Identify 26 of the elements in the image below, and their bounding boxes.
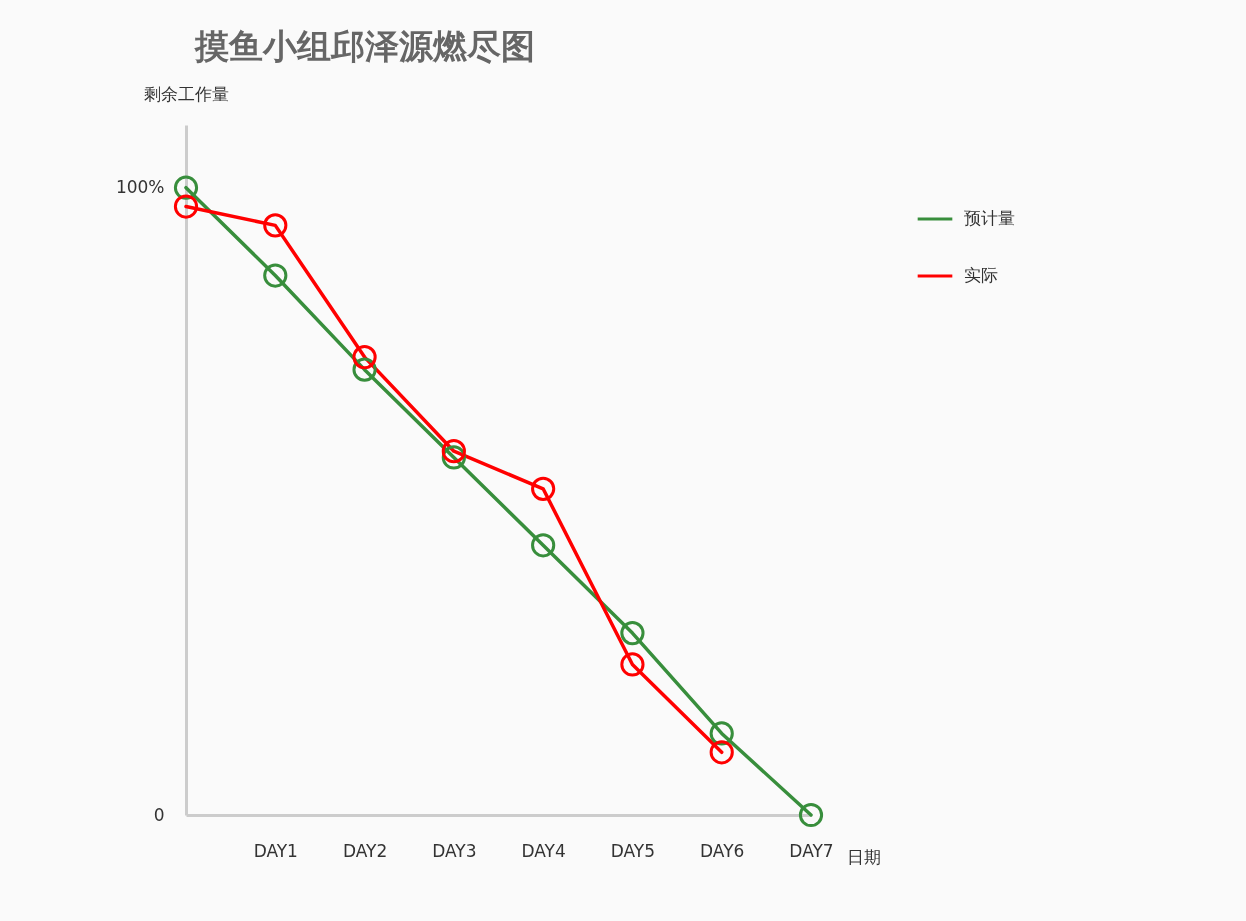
chart-title: 摸鱼小组邱泽源燃尽图 [194, 26, 536, 66]
x-axis-title: 日期 [846, 846, 881, 867]
x-tick-label: DAY4 [521, 840, 566, 861]
legend-label: 预计量 [964, 208, 1015, 228]
x-tick-label: DAY7 [789, 840, 834, 861]
x-tick-label: DAY3 [432, 840, 477, 861]
point [620, 621, 645, 646]
point [352, 357, 377, 382]
point [709, 740, 734, 765]
point [531, 476, 556, 501]
point [263, 263, 288, 288]
legend-label: 实际 [964, 265, 998, 285]
point [798, 802, 824, 828]
point [173, 194, 199, 219]
y-tick-label: 0 [153, 804, 165, 825]
y-tick-label: 100% [115, 177, 165, 198]
x-tick-label: DAY2 [342, 840, 388, 861]
x-tick-label: DAY6 [700, 840, 745, 861]
point [263, 213, 288, 238]
x-tick-label: DAY5 [610, 840, 656, 861]
x-tick-label: DAY1 [253, 840, 298, 861]
point [620, 652, 645, 677]
point [352, 345, 377, 370]
point [531, 533, 556, 558]
point [441, 439, 466, 464]
y-axis-title: 剩余工作量 [144, 83, 229, 104]
